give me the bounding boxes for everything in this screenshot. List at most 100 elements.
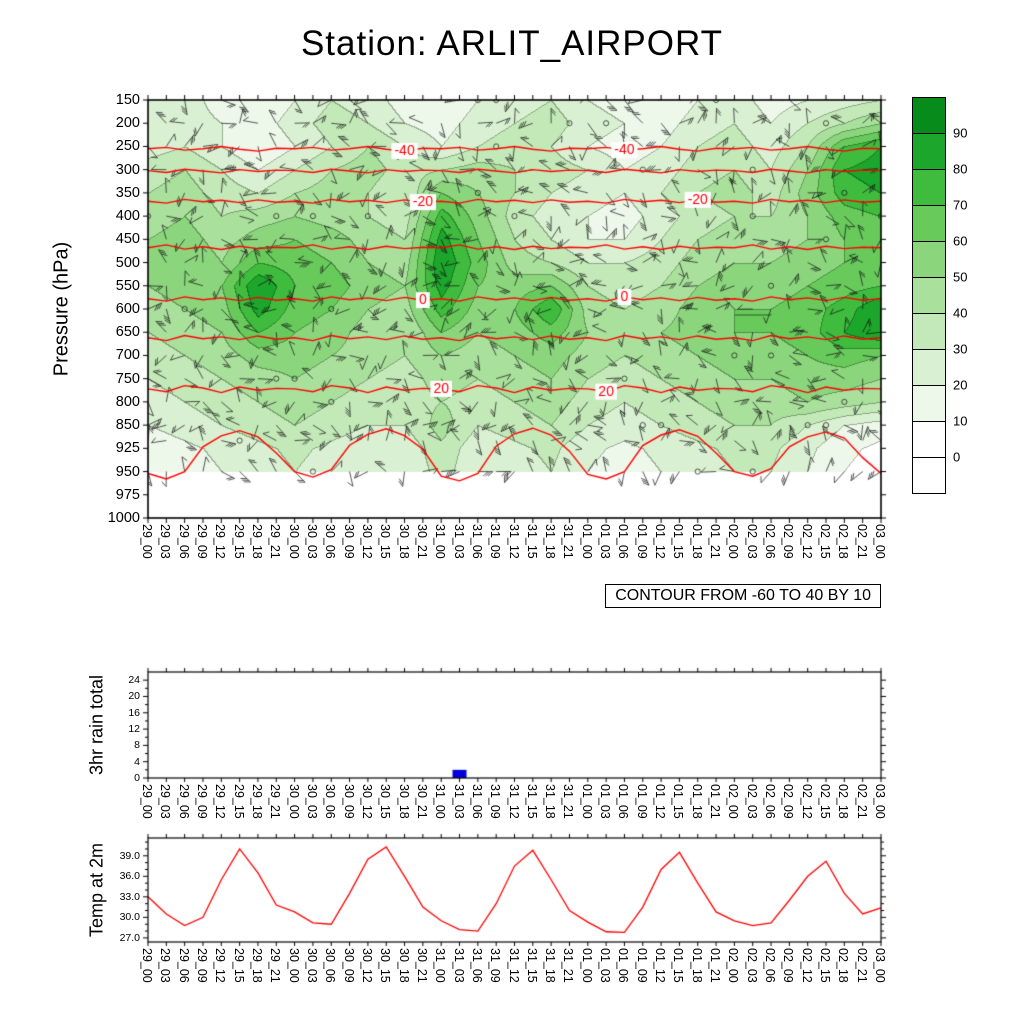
rain-axis-title: 3hr rain total	[86, 674, 107, 776]
time-tick-label: 29_03	[158, 948, 173, 983]
colorbar-cell	[912, 97, 946, 134]
time-tick-label: 31_00	[433, 784, 448, 819]
time-tick-label: 01_03	[598, 784, 613, 819]
rain-tick-label: 24	[128, 674, 140, 687]
time-tick-label: 30_18	[396, 784, 411, 819]
time-tick-label: 01_06	[616, 524, 631, 559]
time-tick-label: 02_21	[854, 524, 869, 559]
pressure-tick-label: 800	[115, 393, 140, 410]
temp-tick-label: 30.0	[119, 911, 140, 924]
time-tick-label: 01_21	[708, 948, 723, 983]
time-tick-label: 30_03	[304, 784, 319, 819]
time-tick-label: 01_03	[598, 948, 613, 983]
colorbar-cell	[912, 349, 946, 386]
pressure-tick-label: 450	[115, 231, 140, 248]
colorbar-tick-label: 0	[953, 449, 961, 465]
temp-tick-label: 39.0	[119, 849, 140, 862]
time-tick-label: 30_06	[323, 784, 338, 819]
time-tick-label: 29_18	[249, 784, 264, 819]
colorbar-tick-label: 70	[953, 197, 968, 213]
time-tick-label: 29_00	[140, 784, 154, 819]
time-tick-label: 01_15	[671, 948, 686, 983]
time-tick-label: 31_15	[524, 784, 539, 819]
time-tick-label: 29_12	[213, 784, 228, 819]
time-tick-label: 29_18	[249, 524, 264, 559]
pressure-axis-title: Pressure (hPa)	[50, 241, 73, 377]
time-tick-label: 30_06	[323, 948, 338, 983]
pressure-tick-label: 950	[115, 463, 140, 480]
pressure-tick-label: 850	[115, 417, 140, 434]
pressure-tick-label: 925	[115, 440, 140, 457]
temp-axis-title: Temp at 2m	[86, 842, 107, 938]
colorbar-cell	[912, 421, 946, 458]
time-tick-label: 29_06	[176, 948, 191, 983]
time-tick-label: 30_12	[359, 948, 374, 983]
time-tick-label: 29_09	[194, 784, 209, 819]
time-tick-label: 30_03	[304, 524, 319, 559]
time-tick-label: 30_03	[304, 948, 319, 983]
colorbar-cell	[912, 385, 946, 422]
time-tick-label: 29_15	[231, 784, 246, 819]
station-title: Station: ARLIT_AIRPORT	[300, 24, 724, 63]
time-tick-label: 31_00	[433, 948, 448, 983]
time-tick-label: 29_03	[158, 784, 173, 819]
pressure-tick-label: 200	[115, 115, 140, 132]
time-tick-label: 30_09	[341, 784, 356, 819]
time-tick-label: 03_00	[873, 784, 887, 819]
time-tick-label: 01_09	[634, 784, 649, 819]
time-tick-label: 31_03	[451, 784, 466, 819]
time-tick-label: 30_15	[378, 784, 393, 819]
time-tick-label: 02_09	[781, 948, 796, 983]
time-tick-label: 02_00	[726, 524, 741, 559]
time-tick-label: 31_12	[506, 948, 521, 983]
time-tick-label: 29_15	[231, 948, 246, 983]
time-tick-label: 31_06	[469, 784, 484, 819]
pressure-tick-label: 400	[115, 208, 140, 225]
time-tick-label: 30_09	[341, 948, 356, 983]
time-tick-label: 31_09	[488, 524, 503, 559]
time-tick-label: 29_12	[213, 524, 228, 559]
rain-tick-label: 12	[128, 723, 140, 736]
time-tick-label: 31_18	[543, 948, 558, 983]
time-tick-label: 31_18	[543, 784, 558, 819]
rain-tick-label: 16	[128, 706, 140, 719]
time-tick-label: 01_15	[671, 524, 686, 559]
time-tick-label: 29_21	[268, 784, 283, 819]
time-tick-label: 30_15	[378, 948, 393, 983]
time-tick-label: 30_00	[286, 948, 301, 983]
time-tick-label: 31_09	[488, 784, 503, 819]
time-tick-label: 31_00	[433, 524, 448, 559]
colorbar-tick-label: 10	[953, 413, 968, 429]
rain-tick-label: 0	[134, 772, 140, 784]
time-tick-label: 01_06	[616, 948, 631, 983]
time-tick-label: 31_12	[506, 784, 521, 819]
time-tick-label: 31_21	[561, 784, 576, 819]
time-tick-label: 01_00	[579, 948, 594, 983]
pressure-tick-label: 1000	[107, 510, 140, 526]
colorbar-cell	[912, 277, 946, 314]
temp-tick-label: 36.0	[119, 870, 140, 883]
time-tick-label: 01_21	[708, 784, 723, 819]
temp-tick-label: 33.0	[119, 890, 140, 903]
time-tick-label: 01_12	[653, 784, 668, 819]
time-tick-label: 02_09	[781, 784, 796, 819]
time-tick-label: 03_00	[873, 948, 887, 983]
time-tick-label: 30_15	[378, 524, 393, 559]
colorbar-tick-label: 90	[953, 125, 968, 141]
contour-info-box: CONTOUR FROM -60 TO 40 BY 10	[605, 584, 881, 608]
time-tick-label: 30_00	[286, 524, 301, 559]
time-tick-label: 01_12	[653, 948, 668, 983]
pressure-tick-label: 650	[115, 324, 140, 341]
time-tick-label: 31_21	[561, 524, 576, 559]
pressure-tick-label: 700	[115, 347, 140, 364]
time-tick-label: 31_18	[543, 524, 558, 559]
time-tick-label: 01_06	[616, 784, 631, 819]
time-tick-label: 02_21	[854, 948, 869, 983]
time-tick-label: 29_00	[140, 524, 154, 559]
time-tick-label: 02_15	[818, 784, 833, 819]
time-tick-label: 29_18	[249, 948, 264, 983]
colorbar-tick-label: 60	[953, 233, 968, 249]
pressure-tick-label: 300	[115, 161, 140, 178]
